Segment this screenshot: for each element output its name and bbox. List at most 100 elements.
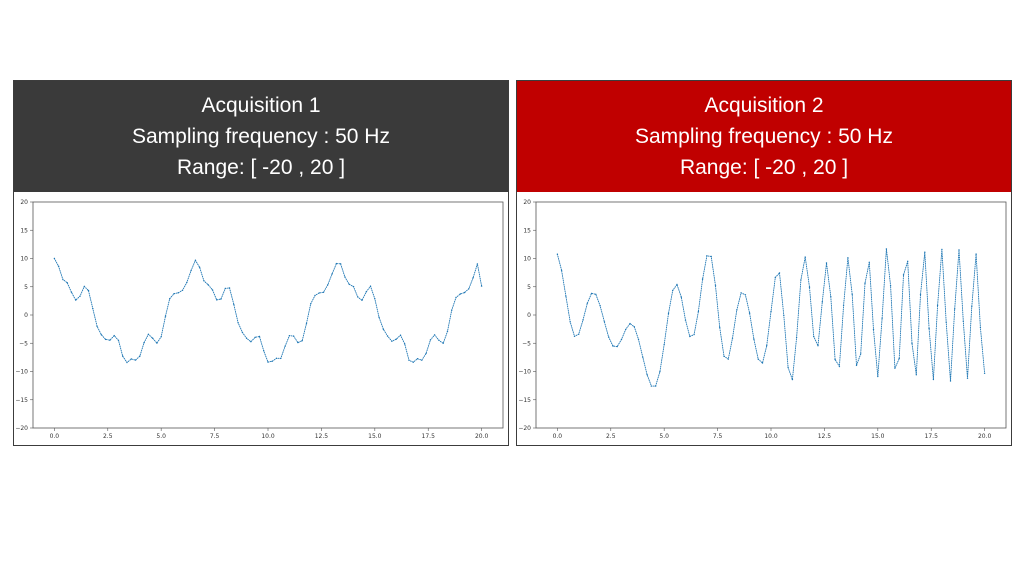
data-point [975,253,977,255]
data-point [894,367,896,369]
data-point [766,345,768,347]
data-point [701,278,704,280]
data-point [612,345,614,347]
sampling-frequency-label: Sampling frequency [635,125,821,148]
data-point [357,296,359,298]
data-point [181,289,184,291]
data-point [87,289,90,292]
data-point [169,298,171,300]
data-point [391,340,393,342]
y-tick-label: −5 [522,340,531,347]
data-point [924,251,926,253]
data-point [719,326,721,328]
data-point [109,339,111,341]
data-point [228,287,231,289]
data-point [868,261,870,263]
data-point [254,336,256,338]
data-point [753,338,755,340]
x-tick-label: 0.0 [50,433,60,440]
data-point [783,314,785,317]
data-point [164,315,167,317]
data-point [907,260,909,262]
sampling-frequency-label: Sampling frequency [132,125,318,148]
data-point [421,359,423,361]
data-point [560,269,563,272]
data-point [646,374,648,376]
data-point [603,321,606,323]
data-point [595,293,597,295]
data-point [586,302,588,304]
data-point [885,248,888,250]
data-point [173,293,175,295]
sampling-frequency-line: Sampling frequency : 50 Hz [132,121,390,152]
data-point [365,291,367,293]
y-tick-label: 0 [527,312,531,319]
data-point [723,355,725,357]
data-point [774,276,776,279]
data-point [979,326,982,329]
acquisition-title: Acquisition 1 [201,94,321,117]
data-point [468,288,470,290]
data-point [339,263,342,265]
sampling-frequency-value: : 50 Hz [820,125,893,148]
range-label: Range: [ -20 , 20 ] [679,156,849,179]
data-point [53,257,56,260]
data-point [190,269,192,272]
x-tick-label: 12.5 [818,433,832,440]
data-point [79,295,81,297]
data-point [813,335,815,338]
data-point [425,352,427,355]
data-point [565,295,567,297]
data-point [96,325,98,328]
data-point [637,338,640,341]
y-tick-label: −10 [15,369,28,376]
data-point [808,286,811,288]
data-point [958,249,960,251]
y-tick-label: 10 [523,256,531,263]
data-point [297,341,299,344]
data-point [104,338,107,341]
data-point [139,355,141,357]
data-point [804,256,806,258]
data-point [263,350,265,352]
data-point [348,283,350,285]
data-point [156,342,158,344]
signal-plot-1: 0.0 2.5 5.0 7.5 10.0 12.5 15.0 17.5 20.0 20 15 10 5 0… [15,199,504,440]
data-point [633,326,635,328]
data-point [301,340,303,342]
data-point [122,355,124,357]
data-point [693,333,695,336]
data-point [335,262,338,265]
data-point [404,343,406,345]
data-point [194,259,197,261]
data-point [919,294,922,296]
y-tick-label: 5 [527,284,531,291]
y-tick-label: 20 [523,199,531,206]
data-point [654,385,657,387]
data-point [258,335,261,338]
range-label: Range: [ -20 , 20 ] [176,156,346,179]
data-point [284,345,286,347]
data-point [382,328,385,330]
x-tick-label: 7.5 [210,433,220,440]
data-point [962,320,964,322]
data-point [177,292,179,294]
data-point [322,291,325,293]
data-point [817,345,819,347]
data-point [744,294,747,296]
data-point [736,309,738,311]
data-point [203,280,205,282]
data-point [344,276,346,278]
data-point [318,292,320,294]
x-tick-label: 2.5 [103,433,113,440]
data-point [233,303,235,306]
data-point [433,334,436,336]
y-tick-label: −20 [518,425,531,432]
data-point [151,337,154,339]
data-point [211,289,214,291]
data-point [672,289,674,292]
data-point [902,274,905,276]
data-point [352,285,355,288]
data-point [237,322,239,324]
data-point [659,371,661,373]
